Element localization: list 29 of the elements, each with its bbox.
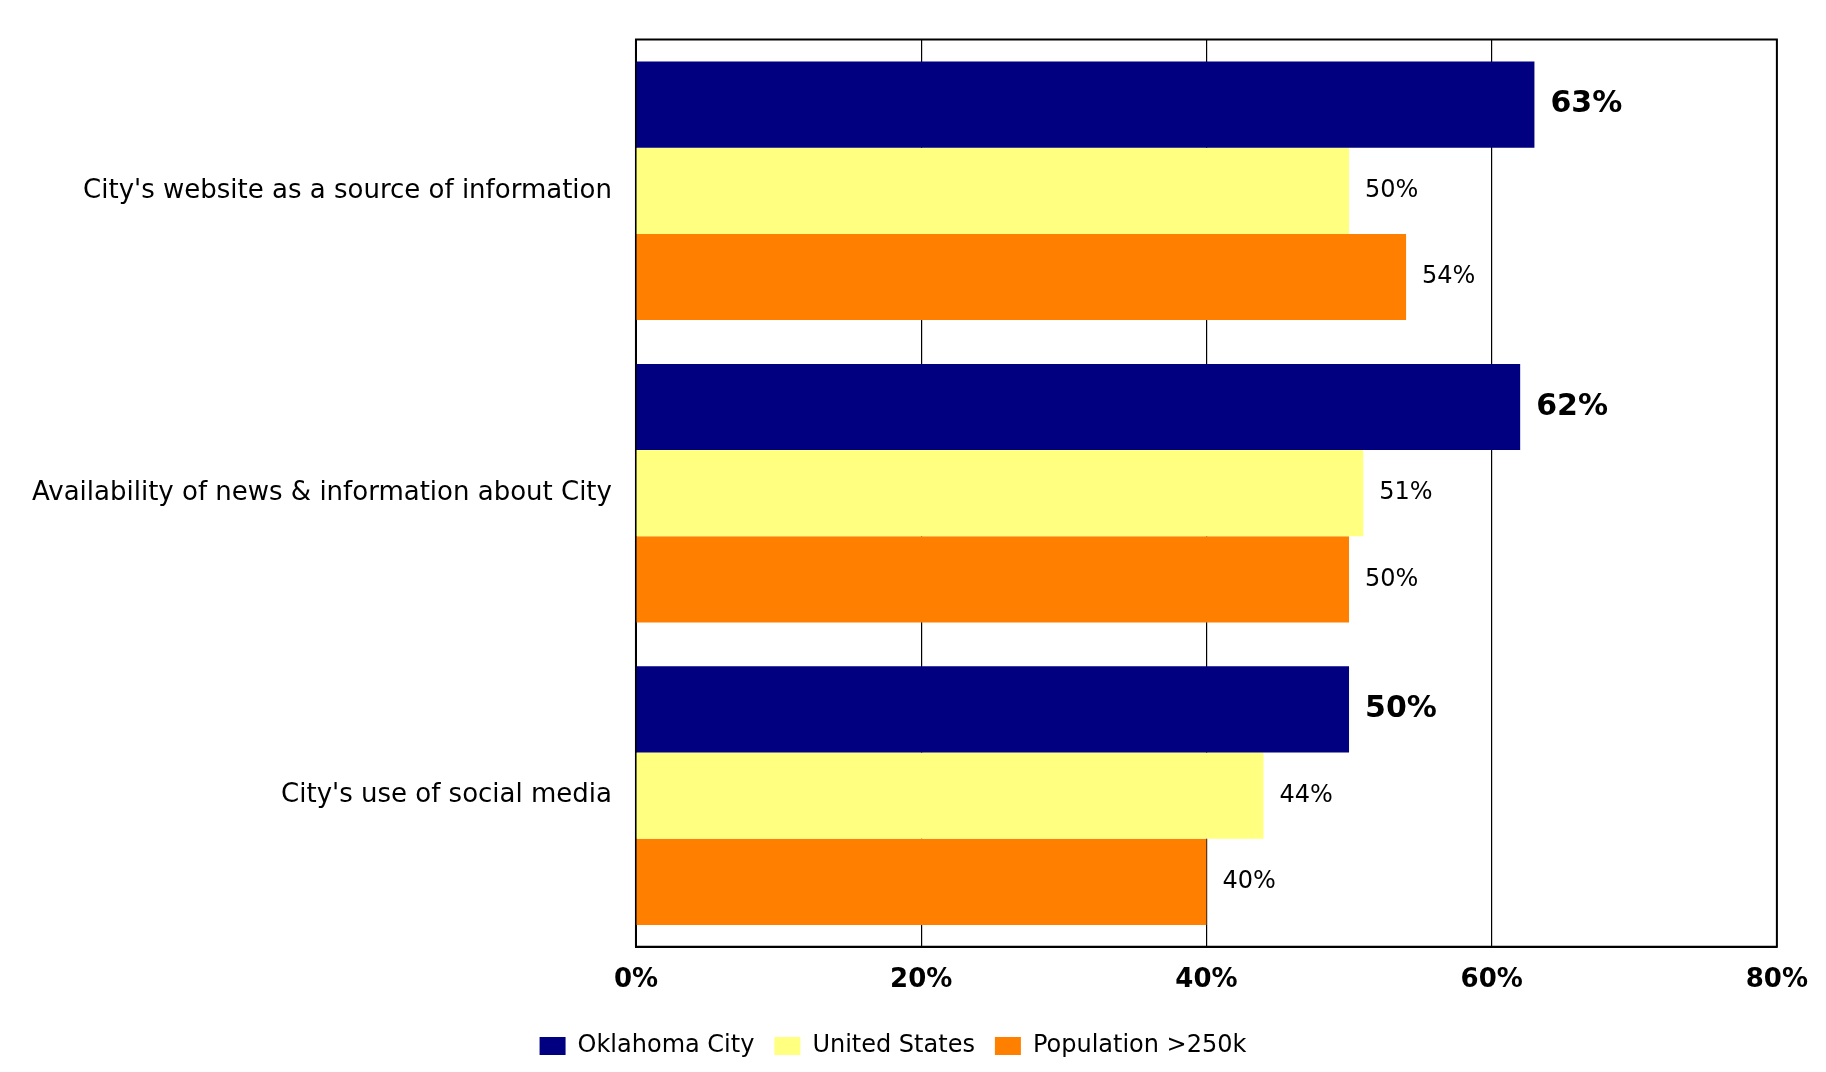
data-label: 50% xyxy=(1365,175,1419,204)
bar xyxy=(636,450,1364,537)
bar xyxy=(636,838,1207,925)
data-label: 50% xyxy=(1365,689,1437,725)
x-tick-label: 40% xyxy=(1175,963,1238,994)
data-label: 50% xyxy=(1365,563,1419,592)
y-tick-label: City's website as a source of information xyxy=(83,173,612,204)
data-label: 40% xyxy=(1222,866,1276,895)
legend-label: United States xyxy=(812,1030,975,1059)
data-label: 62% xyxy=(1536,386,1608,422)
y-tick-label: City's use of social media xyxy=(281,778,612,809)
bar xyxy=(636,536,1350,623)
bar xyxy=(636,61,1535,148)
bar xyxy=(636,666,1350,753)
data-label: 63% xyxy=(1550,84,1623,120)
bar xyxy=(636,233,1407,321)
x-tick-label: 0% xyxy=(613,963,659,994)
bar xyxy=(636,752,1264,839)
x-tick-label: 60% xyxy=(1460,963,1523,994)
data-label: 54% xyxy=(1422,261,1476,290)
legend-label: Oklahoma City xyxy=(577,1030,755,1059)
data-label: 44% xyxy=(1279,779,1333,808)
legend-label: Population >250k xyxy=(1032,1030,1247,1059)
x-tick-label: 80% xyxy=(1745,963,1808,994)
x-tick-label: 20% xyxy=(890,963,953,994)
y-tick-label: Availability of news & information about City xyxy=(31,475,612,506)
data-label: 51% xyxy=(1379,477,1433,506)
bar xyxy=(636,147,1350,234)
bar xyxy=(636,363,1521,451)
